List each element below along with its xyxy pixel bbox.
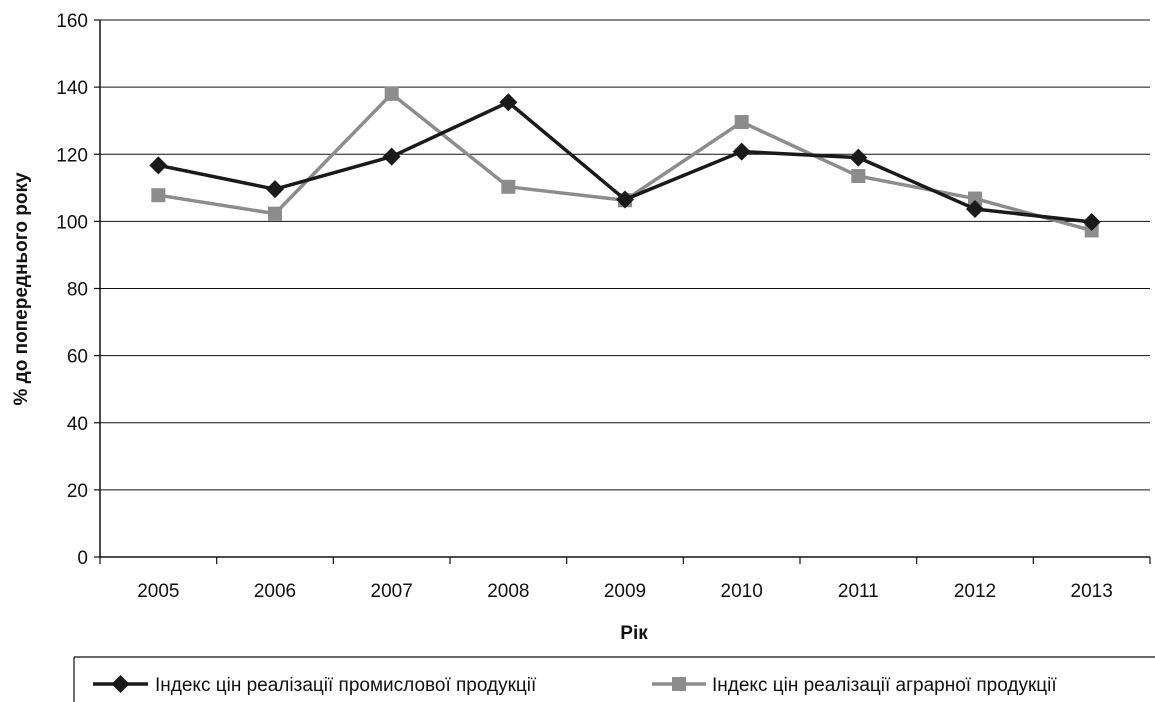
data-point — [268, 206, 282, 221]
legend: Індекс цін реалізації промислової продук… — [73, 656, 1155, 702]
data-point — [616, 190, 634, 209]
y-axis-title: % до попереднього року — [11, 172, 32, 406]
x-tick-label: 2006 — [254, 581, 296, 602]
y-tick-label: 40 — [67, 414, 88, 435]
data-point — [266, 180, 284, 199]
data-point — [149, 156, 168, 175]
x-tick-label: 2007 — [371, 581, 413, 602]
series-line — [158, 92, 1093, 233]
x-axis-ticks: 2005 2006 2007 2008 2009 2010 2011 2012 2013 — [99, 557, 1151, 602]
x-tick-label: 2009 — [604, 581, 646, 602]
y-tick-label: 20 — [67, 481, 88, 502]
x-tick-label: 2011 — [838, 581, 879, 602]
x-axis-title: Рік — [620, 623, 648, 644]
x-tick-label: 2005 — [137, 581, 179, 602]
data-point — [734, 115, 749, 130]
x-tick-label: 2013 — [1071, 581, 1113, 602]
data-point — [968, 191, 982, 206]
y-axis-ticks: 0 20 40 60 80 100 120 140 160 — [56, 11, 100, 569]
data-point — [384, 86, 399, 101]
y-tick-label: 100 — [56, 212, 88, 233]
series-0 — [149, 93, 1101, 232]
data-point — [501, 179, 516, 194]
legend-marker-industrial — [111, 675, 130, 693]
x-tick-label: 2012 — [954, 581, 996, 602]
legend-item-industrial: Індекс цін реалізації промислової продук… — [93, 675, 537, 696]
data-point — [1082, 213, 1101, 232]
x-tick-label: 2010 — [721, 581, 763, 602]
y-tick-label: 160 — [56, 11, 88, 32]
data-point — [382, 147, 401, 166]
data-point — [851, 169, 866, 184]
data-point — [849, 148, 868, 167]
x-tick-label: 2008 — [487, 581, 529, 602]
y-tick-label: 60 — [67, 347, 88, 368]
series-1 — [151, 86, 1099, 238]
legend-item-agrarian: Індекс цін реалізації аграрної продукції — [652, 675, 1057, 696]
series-layer — [149, 86, 1101, 238]
legend-label-industrial: Індекс цін реалізації промислової продук… — [155, 675, 537, 696]
y-tick-label: 80 — [67, 280, 88, 301]
data-point — [732, 142, 751, 161]
legend-marker-agrarian — [672, 677, 686, 691]
y-tick-label: 0 — [77, 548, 88, 569]
data-point — [499, 93, 518, 112]
data-point — [966, 199, 984, 218]
y-tick-label: 140 — [56, 78, 88, 99]
legend-label-agrarian: Індекс цін реалізації аграрної продукції — [712, 675, 1057, 696]
data-point — [151, 188, 166, 203]
gridlines — [100, 19, 1150, 491]
y-tick-label: 120 — [56, 145, 88, 166]
